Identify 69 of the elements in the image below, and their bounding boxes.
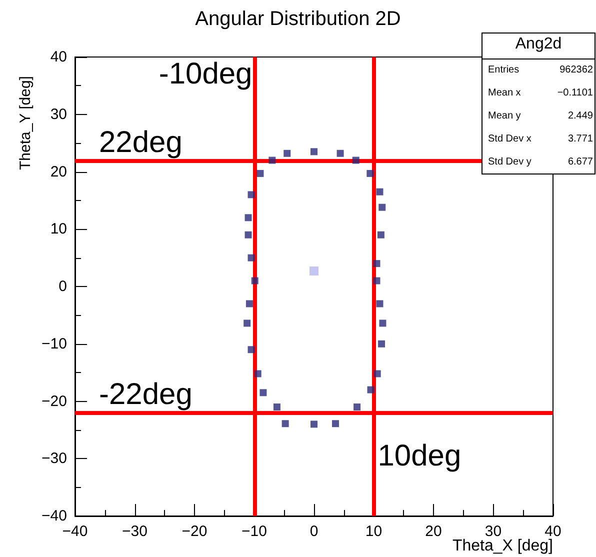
point [379, 320, 386, 327]
text: 3.771 [568, 134, 594, 144]
point [260, 389, 267, 396]
ref-line-label: 10deg [378, 440, 462, 472]
point [354, 403, 361, 410]
ref-line-label: -22deg [99, 378, 192, 412]
y-tick-label: 20 [50, 163, 67, 180]
y-tick-label: −20 [42, 392, 67, 410]
point [244, 320, 251, 327]
point [244, 231, 252, 238]
x-tick-label: 0 [310, 523, 318, 540]
annotation: Mean y [488, 110, 521, 122]
x-tick-label: 20 [425, 523, 442, 540]
point [373, 277, 380, 284]
point [268, 156, 276, 164]
point [310, 266, 318, 276]
point [332, 420, 340, 428]
annotation: Std Dev x [488, 134, 532, 144]
annotation: Mean x [488, 88, 521, 98]
point [376, 300, 384, 308]
x-tick-label: 40 [544, 523, 562, 540]
y-tick-label: −10 [42, 335, 67, 352]
point [284, 150, 291, 157]
y-tick-label: 30 [50, 106, 67, 123]
text: 6.677 [568, 156, 594, 168]
y-tick-label: −40 [42, 508, 67, 524]
ref-line-label: -10deg [158, 58, 252, 90]
y-tick-label: 10 [50, 220, 67, 238]
point [373, 260, 380, 268]
point [248, 346, 255, 354]
y-tick-label: 0 [58, 278, 67, 295]
x-axis-title: Theta_X [deg] [452, 538, 553, 554]
y-tick-label: −30 [42, 450, 67, 468]
annotation: Entries [488, 64, 520, 76]
point [377, 231, 384, 238]
ref-line-label: 22deg [99, 126, 182, 159]
annotation: Std Dev y [488, 156, 532, 168]
text: 2.449 [568, 110, 594, 122]
point [310, 148, 318, 156]
point [244, 214, 252, 222]
x-tick-label: −40 [62, 523, 88, 540]
point [310, 420, 318, 428]
text: Ang2d [515, 36, 562, 52]
x-tick-label: −10 [242, 523, 267, 540]
point [246, 300, 253, 308]
point [374, 370, 381, 378]
x-tick-label: −20 [182, 523, 208, 540]
point [248, 254, 255, 262]
x-tick-label: 30 [484, 523, 502, 540]
point [376, 188, 384, 196]
point [336, 150, 344, 157]
chart-title: Angular Distribution 2D [195, 8, 401, 30]
point [282, 420, 289, 428]
text: −0.1101 [557, 88, 594, 98]
point [254, 370, 262, 378]
point [378, 204, 386, 211]
x-tick-label: 10 [365, 523, 382, 540]
point [378, 340, 386, 348]
point [352, 156, 360, 164]
point [248, 191, 255, 198]
point [366, 170, 374, 177]
point [256, 170, 264, 177]
text: 962362 [560, 64, 594, 76]
y-axis-title: Theta_Y [deg] [17, 76, 34, 170]
x-tick-label: −30 [122, 523, 148, 540]
point [273, 403, 280, 410]
y-tick-label: 40 [50, 48, 67, 66]
point [367, 386, 374, 394]
point [251, 277, 258, 284]
